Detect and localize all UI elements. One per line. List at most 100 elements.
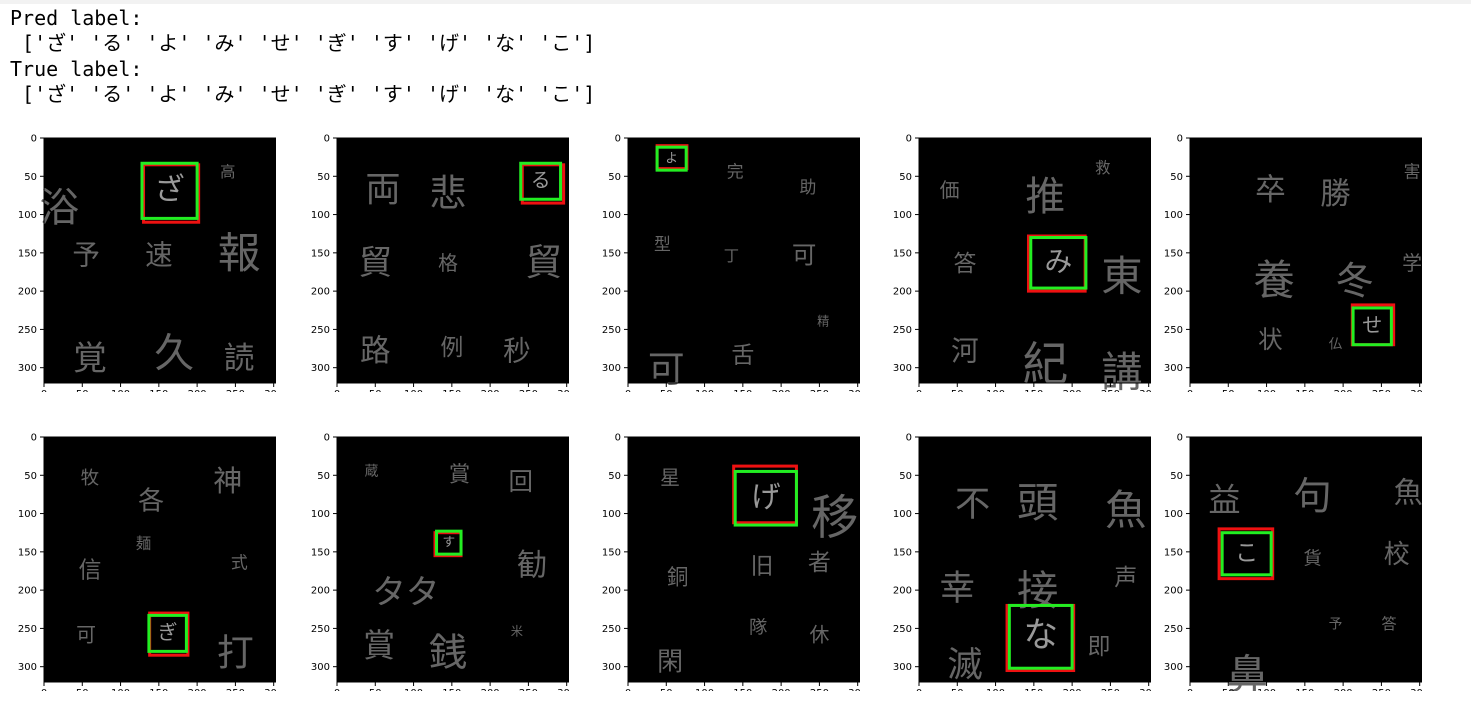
target-glyph: よ [665, 150, 678, 165]
target-glyph: げ [751, 480, 780, 514]
panel-image [337, 437, 569, 682]
background-glyph: 式 [231, 552, 248, 572]
y-tick-label: 0 [1177, 134, 1183, 145]
y-tick-label: 150 [893, 248, 912, 259]
background-glyph: 閑 [657, 647, 683, 677]
true-label-title: True label: [10, 57, 143, 81]
background-glyph: 覚 [73, 339, 107, 378]
background-glyph: 勝 [1320, 177, 1351, 212]
axes-frame [918, 436, 1151, 683]
background-glyph: 救 [1095, 159, 1110, 177]
x-tick-label: 150 [1295, 688, 1314, 691]
x-tick-label: 0 [916, 688, 922, 691]
background-glyph: 報 [218, 229, 261, 279]
background-glyph: 講 [1101, 348, 1142, 392]
y-tick-label: 0 [324, 433, 330, 444]
x-tick-label: 150 [733, 389, 752, 392]
background-glyph: 接 [1017, 567, 1058, 615]
x-tick-label: 300 [848, 389, 860, 392]
axes-frame [43, 137, 276, 384]
background-glyph: 打 [217, 632, 254, 675]
x-tick-label: 50 [660, 389, 673, 392]
pred-bbox [140, 161, 199, 220]
y-tick-label: 200 [893, 586, 912, 597]
x-tick-label: 250 [226, 688, 245, 691]
background-glyph: 声 [1114, 565, 1137, 591]
panel-image [1190, 138, 1422, 383]
axes-frame [1189, 436, 1422, 683]
x-tick-label: 0 [625, 389, 631, 392]
background-glyph: 精 [817, 314, 829, 328]
y-tick-label: 250 [18, 325, 37, 336]
panel-image [628, 437, 860, 682]
target-glyph: こ [1235, 540, 1258, 566]
y-tick-label: 100 [602, 210, 621, 221]
background-glyph: 養 [1254, 256, 1295, 304]
pred-bbox [1029, 236, 1088, 290]
x-tick-label: 200 [1334, 688, 1353, 691]
x-tick-label: 150 [1024, 389, 1043, 392]
background-glyph: 丁 [724, 247, 739, 265]
background-glyph: 読 [224, 342, 255, 377]
target-glyph: る [531, 169, 551, 192]
y-tick-label: 150 [602, 248, 621, 259]
x-tick-label: 150 [149, 389, 168, 392]
background-glyph: 句 [1293, 474, 1331, 519]
x-tick-label: 100 [1257, 389, 1276, 392]
axes-frame [627, 137, 860, 384]
y-tick-label: 200 [1164, 287, 1183, 298]
background-glyph: 冬 [1335, 259, 1373, 304]
axes-frame [43, 436, 276, 683]
y-tick-label: 250 [893, 325, 912, 336]
target-glyph: な [1023, 615, 1058, 655]
y-tick-label: 100 [311, 210, 330, 221]
x-tick-label: 200 [1063, 688, 1082, 691]
x-tick-label: 150 [1024, 688, 1043, 691]
background-glyph: タタ [372, 572, 439, 611]
background-glyph: 路 [360, 334, 391, 369]
background-glyph: 幸 [940, 568, 975, 609]
y-tick-label: 300 [1164, 363, 1183, 374]
background-glyph: 仏 [1329, 337, 1343, 353]
background-glyph: 不 [955, 484, 990, 525]
y-tick-label: 250 [1164, 325, 1183, 336]
pred-bbox [435, 529, 463, 556]
x-tick-label: 0 [41, 389, 47, 392]
background-glyph: 益 [1208, 481, 1240, 519]
y-tick-label: 50 [899, 471, 912, 482]
pred-bbox [655, 145, 688, 172]
x-tick-label: 100 [986, 389, 1005, 392]
background-glyph: 秒 [503, 335, 531, 367]
background-glyph: 助 [800, 177, 817, 197]
background-glyph: 休 [809, 624, 829, 647]
x-tick-label: 250 [1101, 688, 1120, 691]
pred-bbox [1351, 306, 1393, 347]
background-glyph: 魚 [1105, 487, 1146, 535]
axes-frame [627, 436, 860, 683]
background-glyph: 賞 [363, 627, 395, 665]
true-label-values: ['ざ' 'る' 'よ' 'み' 'せ' 'ぎ' 'す' 'げ' 'な' 'こ'… [10, 82, 596, 106]
y-tick-label: 150 [18, 547, 37, 558]
y-tick-label: 150 [1164, 248, 1183, 259]
x-tick-label: 250 [1372, 688, 1391, 691]
y-tick-label: 50 [608, 172, 621, 183]
y-tick-label: 100 [311, 509, 330, 520]
background-glyph: 移 [811, 491, 858, 546]
y-tick-label: 50 [1170, 471, 1183, 482]
background-glyph: 星 [660, 467, 680, 490]
background-glyph: 卒 [1255, 173, 1286, 208]
y-tick-label: 150 [311, 547, 330, 558]
y-tick-label: 150 [18, 248, 37, 259]
x-tick-label: 300 [848, 688, 860, 691]
background-glyph: 両 [365, 170, 400, 211]
x-tick-label: 300 [1139, 389, 1151, 392]
background-glyph: 予 [72, 240, 100, 272]
y-tick-label: 300 [311, 363, 330, 374]
y-tick-label: 0 [1177, 433, 1183, 444]
background-glyph: 勧 [517, 549, 548, 584]
y-tick-label: 50 [317, 172, 330, 183]
x-tick-label: 100 [404, 389, 423, 392]
background-glyph: 貿 [525, 241, 562, 284]
background-glyph: 麺 [136, 535, 151, 553]
